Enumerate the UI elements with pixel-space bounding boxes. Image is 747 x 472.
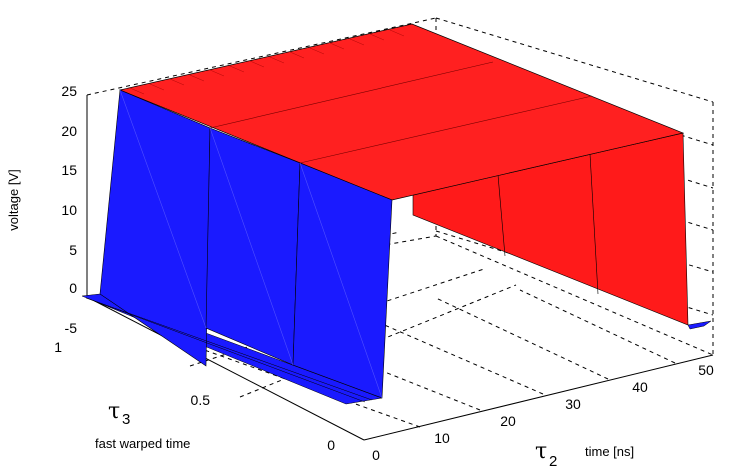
grid-line: [86, 17, 437, 96]
tau2-axis-label: τ 2 time [ns]: [535, 439, 634, 470]
tau3-description: fast warped time: [95, 436, 190, 451]
tau2-tick-label: 20: [500, 413, 516, 429]
rising-face: [205, 127, 301, 366]
floor-hatch: [85, 297, 373, 403]
z-tick-label: 15: [61, 162, 77, 178]
tau2-tick-label: 0: [372, 447, 380, 463]
z-tick-label: 25: [61, 83, 77, 99]
tau2-description: time [ns]: [585, 444, 634, 459]
tau2-axis-line: [363, 354, 714, 441]
grid-line: [349, 309, 544, 395]
plateau-hatch: [129, 29, 405, 95]
tau2-tick-label: 50: [698, 362, 714, 378]
falling-edge: [589, 153, 599, 295]
grid-line: [435, 235, 714, 356]
tau3-subscript: 3: [122, 411, 130, 428]
z-tick-label: -5: [65, 320, 78, 336]
surface: [81, 23, 712, 405]
tau3-tick-label: 1: [54, 339, 62, 355]
tau2-symbol: τ: [535, 439, 547, 464]
low-level-strip: [687, 320, 712, 330]
tau3-symbol: τ: [108, 399, 120, 424]
tau2-tick-label: 40: [632, 379, 648, 395]
rising-diagonals: [119, 89, 383, 399]
rising-face: [292, 162, 393, 399]
z-ticks: 25 20 15 10 5 0 -5: [61, 83, 77, 336]
z-tick-label: 10: [61, 202, 77, 218]
tau3-tick-label: 0.5: [191, 392, 211, 408]
grid-line: [435, 17, 714, 103]
tau3-ticks: 1 0.5 0: [54, 339, 335, 453]
z-axis-label: voltage [V]: [6, 169, 21, 230]
tau2-ticks: 0 10 20 30 40 50: [372, 362, 714, 463]
z-tick-label: 5: [69, 242, 77, 258]
z-tick-label: 20: [61, 123, 77, 139]
rising-face: [99, 89, 211, 367]
tau2-subscript: 2: [549, 453, 557, 470]
grid-line: [435, 297, 609, 380]
plateau-mesh: [209, 61, 593, 164]
tau3-tick-label: 0: [327, 437, 335, 453]
axis-box: [86, 95, 714, 441]
falling-edge: [497, 174, 506, 257]
tau3-axis-label: τ 3 fast warped time: [95, 399, 190, 451]
tau2-tick-label: 10: [434, 430, 450, 446]
z-tick-label: 0: [69, 280, 77, 296]
tau3-axis-line: [86, 296, 365, 441]
tau2-tick-label: 30: [565, 396, 581, 412]
